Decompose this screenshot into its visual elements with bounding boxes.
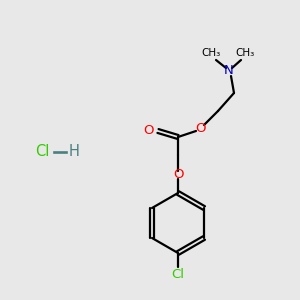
Text: H: H xyxy=(69,145,80,160)
Text: Cl: Cl xyxy=(35,145,49,160)
Text: O: O xyxy=(173,169,183,182)
Text: N: N xyxy=(224,64,234,77)
Text: Cl: Cl xyxy=(172,268,184,281)
Text: CH₃: CH₃ xyxy=(236,48,255,58)
Text: O: O xyxy=(143,124,154,136)
Text: CH₃: CH₃ xyxy=(201,48,220,58)
Text: O: O xyxy=(195,122,205,136)
